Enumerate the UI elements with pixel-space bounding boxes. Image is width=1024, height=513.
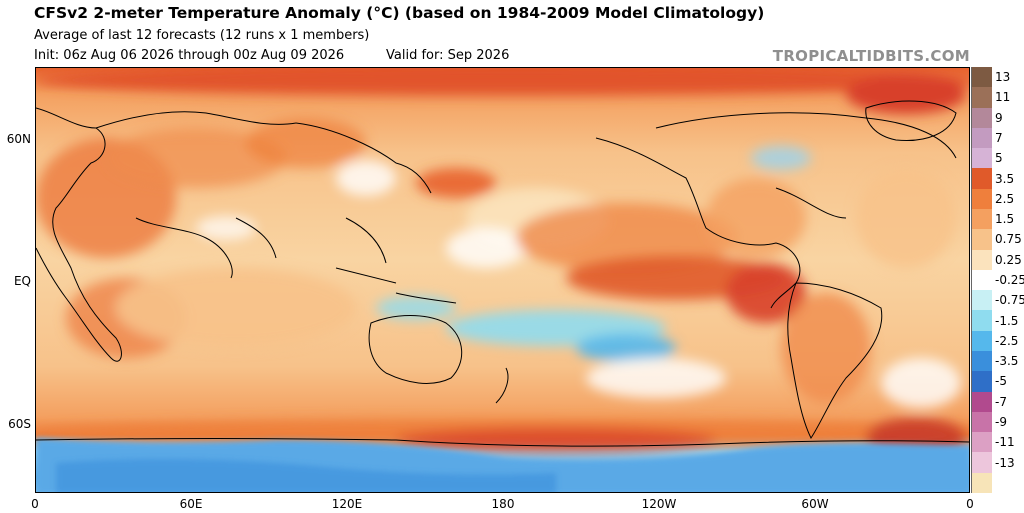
colorbar-swatch [972, 148, 992, 169]
anomaly-map [35, 67, 970, 493]
lon-label-0-east: 0 [966, 497, 974, 511]
site-watermark: TROPICALTIDBITS.COM [772, 47, 970, 65]
colorbar-tick-label: 5 [995, 151, 1003, 166]
colorbar-swatch [972, 472, 992, 493]
colorbar-tick-label: -5 [995, 374, 1007, 389]
colorbar-swatch [972, 107, 992, 128]
colorbar-tick-label: 2.5 [995, 191, 1015, 206]
anomaly-map-canvas [36, 68, 969, 492]
colorbar-tick-label: 3.5 [995, 171, 1015, 186]
colorbar-tick-label: 9 [995, 110, 1003, 125]
colorbar-tick-label: 11 [995, 90, 1011, 105]
colorbar-tick-label: -0.25 [995, 273, 1024, 287]
lon-label-120w: 120W [641, 497, 677, 511]
map-subtitle: Average of last 12 forecasts (12 runs x … [34, 28, 370, 43]
colorbar-tick-label: -11 [995, 435, 1015, 450]
colorbar-tick-label: -9 [995, 415, 1007, 429]
colorbar-tick-label: -2.5 [995, 333, 1019, 348]
init-time-text: Init: 06z Aug 06 2026 through 00z Aug 09… [34, 48, 345, 63]
colorbar-swatch [972, 188, 992, 209]
colorbar-swatch [972, 371, 992, 392]
colorbar-swatch [972, 391, 992, 412]
map-title: CFSv2 2-meter Temperature Anomaly (°C) (… [34, 4, 765, 22]
colorbar-tick-label: -7 [995, 394, 1007, 409]
colorbar [971, 67, 992, 493]
colorbar-tick-label: -13 [995, 455, 1015, 470]
colorbar-tick-label: -1.5 [995, 313, 1019, 328]
colorbar-swatch [972, 87, 992, 108]
colorbar-swatch [972, 229, 992, 250]
colorbar-tick-label: 1.5 [995, 212, 1015, 227]
coastlines [36, 100, 969, 447]
colorbar-tick-label: -3.5 [995, 354, 1019, 369]
colorbar-swatch [972, 269, 992, 291]
antarctica-core-cold [56, 459, 556, 492]
colorbar-swatch [972, 67, 992, 88]
colorbar-swatch [972, 330, 992, 351]
lat-label-60s: 60S [8, 417, 31, 431]
colorbar-tick-label: 13 [995, 70, 1011, 85]
colorbar-swatch [972, 432, 992, 453]
colorbar-swatch [972, 168, 992, 189]
lat-label-60n: 60N [6, 132, 31, 146]
lon-label-60e: 60E [179, 497, 203, 511]
lon-label-60w: 60W [801, 497, 829, 511]
lon-label-120e: 120E [331, 497, 363, 511]
colorbar-swatch [972, 290, 992, 311]
colorbar-tick-label: 0.75 [995, 232, 1022, 247]
colorbar-tick-label: 7 [995, 131, 1003, 145]
colorbar-tick-label: 0.25 [995, 252, 1022, 267]
colorbar-swatch [972, 249, 992, 270]
colorbar-swatch [972, 411, 992, 433]
valid-time-text: Valid for: Sep 2026 [386, 48, 510, 63]
lat-label-eq: EQ [13, 274, 31, 288]
lon-label-180: 180 [491, 497, 515, 511]
colorbar-tick-label: -0.75 [995, 293, 1024, 308]
colorbar-swatch [972, 310, 992, 331]
lon-label-0-west: 0 [31, 497, 39, 511]
colorbar-swatch [972, 350, 992, 372]
colorbar-swatch [972, 127, 992, 149]
colorbar-swatch [972, 452, 992, 473]
colorbar-swatch [972, 208, 992, 230]
